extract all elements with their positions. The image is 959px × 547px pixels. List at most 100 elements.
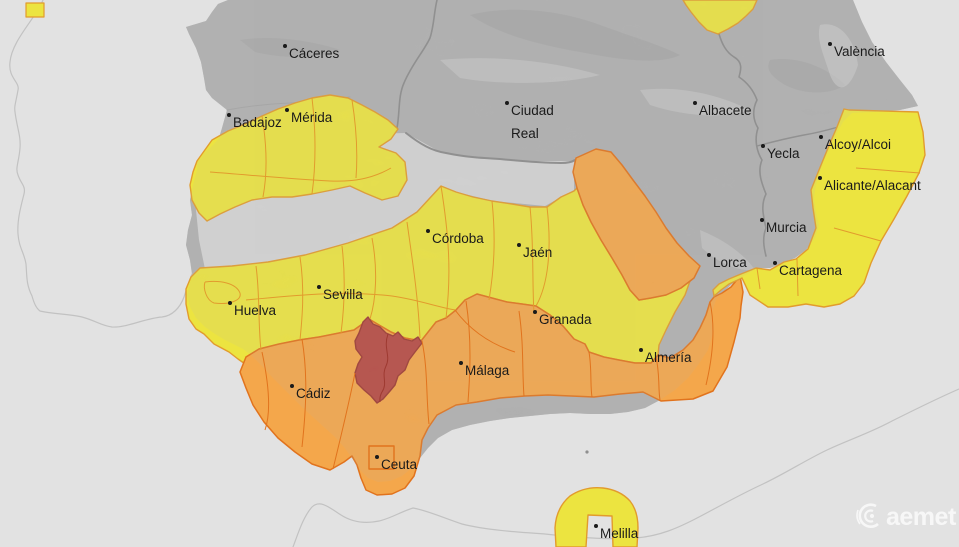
warning-zone-melilla-yellow[interactable] (554, 486, 639, 547)
city-ciudad-real: Ciudad Real (505, 101, 554, 141)
alboran-island-dot (585, 450, 589, 454)
city-dot (285, 108, 289, 112)
city-dot (426, 229, 430, 233)
aemet-logo-spiral-icon (856, 503, 879, 528)
city-ja-n: Jaén (517, 243, 552, 260)
city-c-diz: Cádiz (290, 384, 331, 401)
comarca-borders-orange-segment (518, 310, 525, 397)
city-label: Málaga (465, 363, 510, 378)
city-dot (459, 361, 463, 365)
comarca-borders-yellow-segment (255, 265, 262, 351)
city-label: València (834, 44, 885, 59)
city-dot (228, 301, 232, 305)
city-dot (317, 285, 321, 289)
comarca-borders-yellow-segment (796, 258, 799, 297)
comarca-borders-yellow-segment (299, 256, 304, 341)
comarca-borders-orange-segment (588, 351, 593, 398)
comarca-borders-orange-segment (465, 300, 471, 403)
city-label: Alcoy/Alcoi (825, 137, 891, 152)
city-dot (505, 101, 509, 105)
warning-zone-corner-square-yellow[interactable] (25, 2, 45, 18)
comarca-borders-yellow-segment (261, 115, 267, 198)
comarca-borders-orange-segment (705, 301, 714, 386)
city-dot (375, 455, 379, 459)
city-label: Sevilla (323, 287, 363, 302)
city-dot (693, 101, 697, 105)
city-label: Ceuta (381, 457, 418, 472)
city-label: Yecla (767, 146, 800, 161)
city-dot (761, 144, 765, 148)
city-label: Huelva (234, 303, 277, 318)
comarca-borders-yellow-segment (311, 97, 316, 195)
comarca-borders-yellow (203, 97, 921, 351)
comarca-borders-yellow-segment (855, 167, 921, 174)
comarca-borders-orange-segment (655, 356, 661, 401)
city-dot (773, 261, 777, 265)
city-c-ceres: Cáceres (283, 44, 340, 61)
aemet-logo: aemet (856, 503, 957, 531)
city-label: Melilla (600, 526, 639, 541)
comarca-borders-yellow-segment (369, 237, 377, 320)
city-label: Granada (539, 312, 592, 327)
city-label: Cádiz (296, 386, 331, 401)
city-dot (760, 218, 764, 222)
city-label: Real (511, 126, 539, 141)
comarca-borders-yellow-segment (406, 221, 421, 339)
city-huelva: Huelva (228, 301, 277, 318)
comarca-borders-orange-segment (261, 351, 270, 431)
city-almer-a: Almería (639, 348, 692, 365)
ceuta-zone-box[interactable] (368, 445, 395, 470)
city-label: Badajoz (233, 115, 282, 130)
city-label: Córdoba (432, 231, 484, 246)
comarca-borders-orange (261, 300, 714, 470)
city-ceuta: Ceuta (375, 455, 418, 472)
city-label: Lorca (713, 255, 747, 270)
comarca-borders-yellow-segment (245, 292, 457, 311)
city-dot (290, 384, 294, 388)
city-label: Jaén (523, 245, 552, 260)
city-label: Mérida (291, 110, 333, 125)
comarca-borders-yellow-segment (351, 99, 358, 179)
comarca-borders-orange-segment (332, 372, 356, 470)
city-dot (707, 253, 711, 257)
city-val-ncia: València (828, 42, 885, 59)
city-label: Murcia (766, 220, 807, 235)
city-yecla: Yecla (761, 144, 800, 161)
city-label: Ciudad (511, 103, 554, 118)
city-label: Albacete (699, 103, 752, 118)
comarca-borders-yellow-segment (756, 267, 761, 290)
city-alicante-alacant: Alicante/Alacant (818, 176, 921, 193)
city-murcia: Murcia (760, 218, 807, 235)
comarca-borders-yellow-segment (529, 206, 535, 315)
comarca-borders-yellow-segment (440, 185, 450, 319)
city-dot (227, 113, 231, 117)
city-cartagena: Cartagena (773, 261, 843, 278)
city-dot (533, 310, 537, 314)
city-markers: Cáceres Badajoz Mérida Ciudad Real Albacete Va… (227, 42, 921, 541)
city-dot (828, 42, 832, 46)
city-dot (639, 348, 643, 352)
city-albacete: Albacete (693, 101, 752, 118)
city-dot (283, 44, 287, 48)
city-label: Cáceres (289, 46, 340, 61)
city-m-rida: Mérida (285, 108, 333, 125)
comarca-borders-orange-segment (454, 309, 516, 353)
city-label: Alicante/Alacant (824, 178, 921, 193)
city-dot (517, 243, 521, 247)
city-melilla: Melilla (594, 524, 639, 541)
city-dot (819, 135, 823, 139)
city-sevilla: Sevilla (317, 285, 363, 302)
city-alcoy-alcoi: Alcoy/Alcoi (819, 135, 891, 152)
comarca-borders-orange-segment (301, 338, 307, 448)
city-granada: Granada (533, 310, 592, 327)
aemet-logo-text: aemet (886, 503, 957, 531)
city-m-laga: Málaga (459, 361, 510, 378)
comarca-borders-yellow-segment (203, 280, 241, 304)
city-lorca: Lorca (707, 253, 747, 270)
portugal-atlantic-coast (9, 0, 193, 328)
city-label: Almería (645, 350, 692, 365)
comarca-borders-orange-segment (421, 340, 430, 425)
city-dot (594, 524, 598, 528)
